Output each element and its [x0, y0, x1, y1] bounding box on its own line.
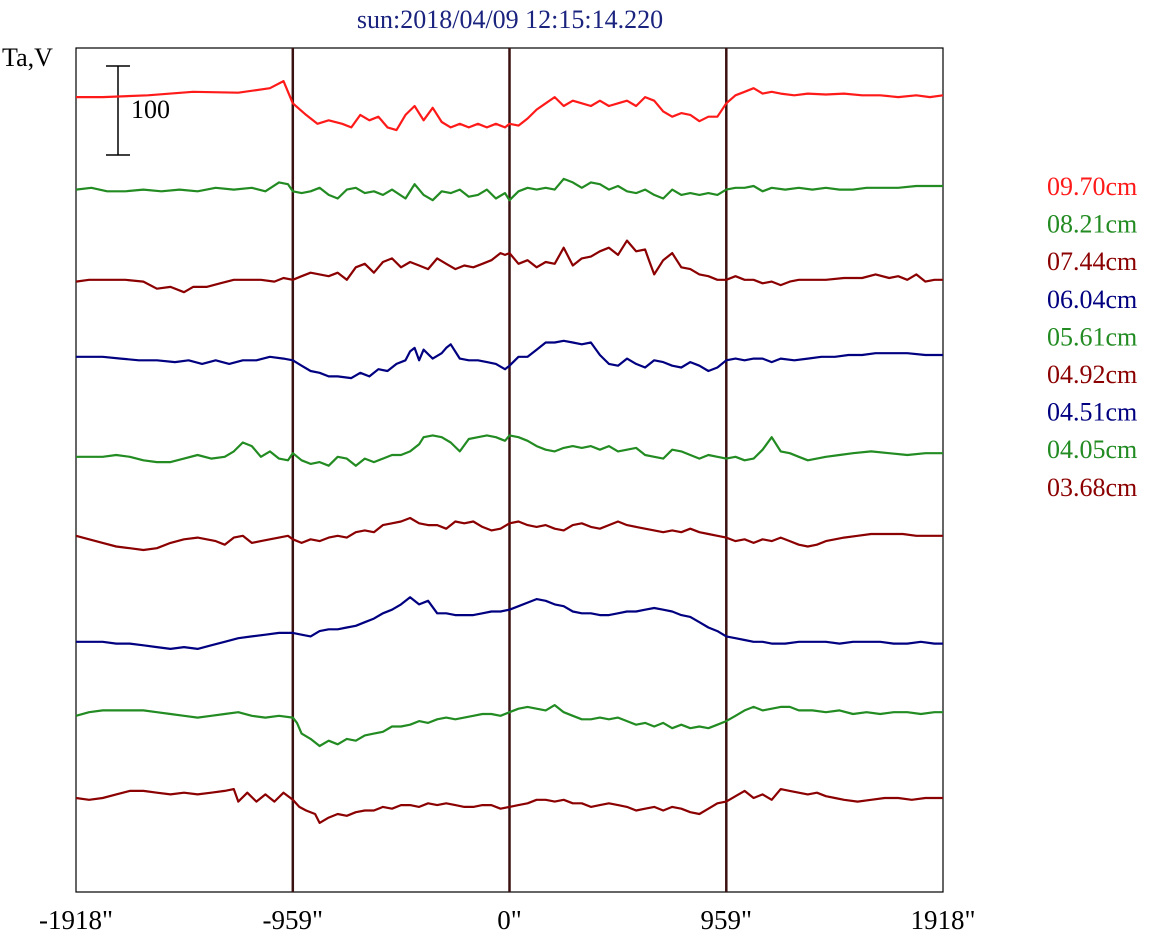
- x-tick-label: -1918": [39, 905, 113, 935]
- series-line-06.04cm: [76, 339, 943, 380]
- y-axis-label: Ta,V: [2, 43, 53, 72]
- series-line-04.05cm: [75, 704, 943, 748]
- series-line-09.70cm: [76, 80, 944, 132]
- series-line-04.51cm: [76, 596, 943, 650]
- x-tick-labels: -1918" -959" 0" 959" 1918": [39, 905, 976, 935]
- chart-title: sun:2018/04/09 12:15:14.220: [357, 5, 663, 34]
- series-line-04.92cm: [75, 516, 943, 552]
- x-tick-label: 959": [701, 905, 753, 935]
- legend-entry: 04.51cm: [1047, 398, 1137, 427]
- series-layer: [75, 80, 944, 824]
- series-line-03.68cm: [75, 788, 943, 824]
- legend-entry: 04.92cm: [1047, 360, 1137, 389]
- legend: 09.70cm 08.21cm 07.44cm 06.04cm 05.61cm 04.92…: [1047, 172, 1137, 502]
- limb-markers: [291, 48, 728, 892]
- x-tick-label: 1918": [910, 905, 975, 935]
- scale-bar-label: 100: [131, 95, 170, 124]
- legend-entry: 07.44cm: [1047, 247, 1137, 276]
- series-line-07.44cm: [75, 239, 943, 294]
- scale-bar: 100: [106, 65, 170, 156]
- legend-entry: 09.70cm: [1047, 172, 1137, 201]
- legend-entry: 05.61cm: [1047, 322, 1137, 351]
- series-line-05.61cm: [76, 434, 943, 467]
- x-tick-label: -959": [263, 905, 324, 935]
- legend-entry: 08.21cm: [1047, 210, 1137, 239]
- x-tick-label: 0": [497, 905, 522, 935]
- legend-entry: 04.05cm: [1047, 435, 1137, 464]
- legend-entry: 03.68cm: [1047, 473, 1137, 502]
- legend-entry: 06.04cm: [1047, 285, 1137, 314]
- series-line-08.21cm: [75, 177, 943, 202]
